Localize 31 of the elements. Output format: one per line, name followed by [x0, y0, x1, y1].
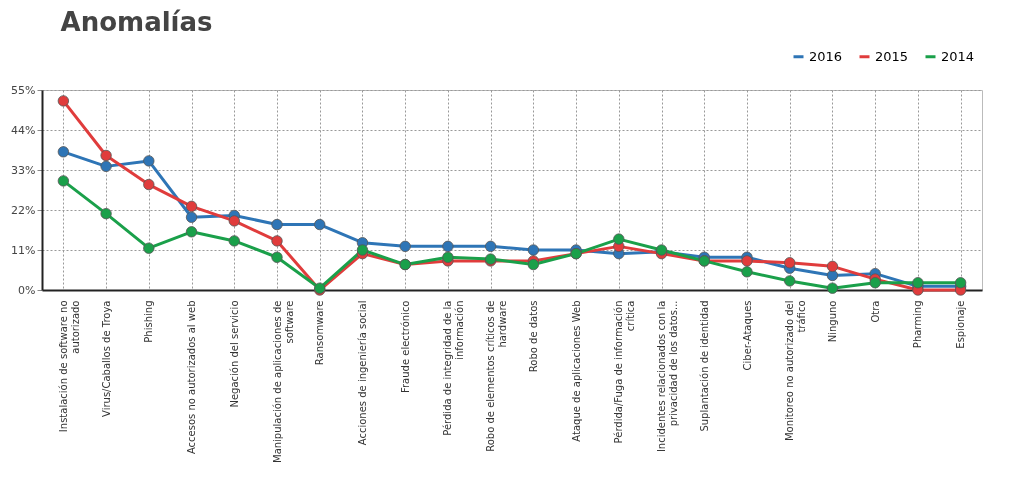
x-tick-label: Acciones de ingeniería social [356, 300, 368, 446]
x-tick-label: Pérdida/Fuga de información crítica [613, 300, 637, 444]
x-tick-label: Accesos no autorizados al web [186, 300, 198, 455]
x-tick-label: Pérdida de integridad de la información [442, 300, 466, 436]
x-tick-label: Otra [869, 300, 881, 323]
y-tick-label: 11% [11, 243, 36, 257]
x-tick-label: Monitoreo no autorizado del tráfico [784, 300, 808, 442]
x-tick-label: Ataque de aplicaciones Web [570, 300, 582, 442]
x-tick-label: Suplantación de identidad [698, 300, 710, 432]
legend-label: 2016 [809, 48, 843, 64]
y-tick-label: 33% [11, 163, 36, 177]
x-tick-label: Phishing [143, 300, 155, 343]
x-tick-label: Instalación de software no autorizado [57, 300, 81, 433]
x-tick-label: Ciber-Ataques [741, 300, 753, 371]
x-tick-label: Virus/Caballos de Troya [100, 300, 112, 417]
x-tick-label: Robo de datos [527, 300, 539, 373]
y-tick-label: 44% [11, 123, 36, 137]
x-tick-label: Pharming [912, 300, 924, 349]
x-tick-label: Espionaje [955, 300, 967, 349]
x-tick-label: Fraude electrónico [399, 300, 411, 394]
y-tick-label: 0% [18, 283, 36, 297]
x-tick-label: Ninguno [826, 300, 838, 343]
legend-label: 2015 [875, 48, 909, 64]
x-tick-label: Negación del servicio [228, 300, 240, 408]
legend-label: 2014 [941, 48, 975, 64]
x-tick-label: Incidentes relacionados con la privacidad de los datos... [656, 300, 680, 453]
x-tick-label: Ransomware [314, 300, 326, 366]
chart-title: Anomalías [60, 7, 213, 37]
y-tick-label: 22% [11, 203, 36, 217]
x-tick-label: Manipulación de aplicaciones de software [271, 300, 295, 463]
y-tick-label: 55% [11, 83, 36, 97]
